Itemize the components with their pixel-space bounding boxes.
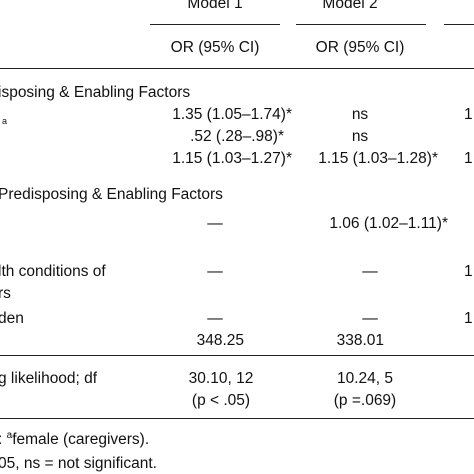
row-label-superscript: a (2, 116, 8, 126)
cell-model2: — (362, 310, 378, 327)
section-title: Predisposing & Enabling Factors (0, 186, 223, 203)
footnote-1: : afemale (caregivers). (0, 430, 150, 449)
model2-header-rule (296, 24, 426, 25)
stat-model2: 338.01 (336, 332, 384, 349)
cell-model1: 1.15 (1.03–1.27)* (172, 150, 292, 167)
cell-model2: ns (351, 106, 369, 123)
model3-header-rule (444, 24, 474, 25)
likelihood-label: g likelihood; df (0, 370, 98, 387)
cell-model3: 1 (464, 106, 473, 123)
or-header-2: OR (95% CI) (315, 39, 405, 56)
cell-model1: — (207, 310, 223, 327)
row-label: lth conditions of (0, 263, 106, 280)
likelihood-model2: 10.24, 5 (336, 370, 394, 387)
cell-model2: 1.15 (1.03–1.28)* (318, 150, 438, 167)
model1-header: Model 1 (187, 0, 243, 12)
row-label: den (0, 310, 24, 327)
or-header-1: OR (95% CI) (170, 39, 260, 56)
likelihood-model2-p: (p =.069) (333, 392, 397, 409)
cell-model3: 1 (464, 150, 473, 167)
cell-model1: .52 (.28–.98)* (190, 128, 284, 145)
footnote-2: 05, ns = not significant. (0, 455, 157, 472)
cell-model2: ns (351, 128, 369, 145)
row-label: rs (0, 285, 11, 302)
cell-model3: 1 (464, 310, 473, 327)
cell-model2: — (362, 263, 378, 280)
likelihood-model1: 30.10, 12 (188, 370, 254, 387)
model1-header-rule (150, 24, 280, 25)
cell-model3: 1 (464, 263, 473, 280)
model2-header: Model 2 (322, 0, 378, 12)
stat-model1: 348.25 (196, 332, 244, 349)
cell-model2: 1.06 (1.02–1.11)* (329, 215, 448, 232)
cell-model1: 1.35 (1.05–1.74)* (172, 106, 292, 123)
stat-row-rule (0, 355, 474, 356)
table-bottom-rule (0, 418, 474, 419)
cell-model1: — (207, 215, 223, 232)
header-bottom-rule (0, 68, 474, 69)
section-title: isposing & Enabling Factors (0, 84, 191, 101)
cell-model1: — (207, 263, 223, 280)
likelihood-model1-p: (p < .05) (191, 392, 251, 409)
